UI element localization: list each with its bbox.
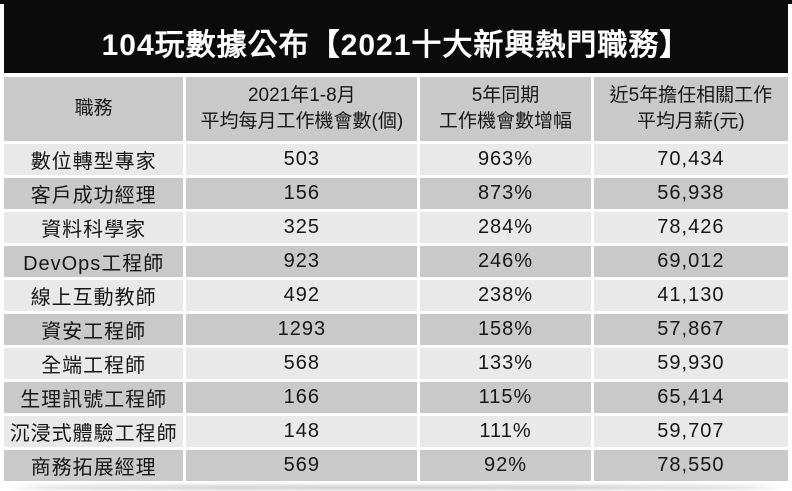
value-cell: 59,930	[593, 348, 788, 379]
column-header: 職務	[4, 77, 184, 141]
bottom-shadow	[12, 486, 780, 489]
value-cell: 111%	[420, 416, 591, 447]
value-cell: 78,550	[593, 450, 788, 481]
title-band: 104玩數據公布【2021十大新興熱門職務】	[4, 4, 788, 73]
value-cell: 158%	[420, 314, 591, 345]
page-title: 104玩數據公布【2021十大新興熱門職務】	[101, 28, 691, 62]
job-title-cell: 商務拓展經理	[4, 450, 184, 481]
job-title-cell: 線上互動教師	[4, 280, 184, 311]
value-cell: 56,938	[593, 178, 788, 209]
value-cell: 873%	[420, 178, 591, 209]
value-cell: 923	[186, 246, 418, 277]
value-cell: 963%	[420, 144, 591, 175]
value-cell: 246%	[420, 246, 591, 277]
value-cell: 115%	[420, 382, 591, 413]
job-title-cell: 沉浸式體驗工程師	[4, 416, 184, 447]
value-cell: 65,414	[593, 382, 788, 413]
value-cell: 568	[186, 348, 418, 379]
value-cell: 492	[186, 280, 418, 311]
value-cell: 503	[186, 144, 418, 175]
value-cell: 1293	[186, 314, 418, 345]
value-cell: 92%	[420, 450, 591, 481]
value-cell: 41,130	[593, 280, 788, 311]
value-cell: 284%	[420, 212, 591, 243]
value-cell: 78,426	[593, 212, 788, 243]
value-cell: 57,867	[593, 314, 788, 345]
top-edge-strip	[0, 0, 792, 4]
value-cell: 59,707	[593, 416, 788, 447]
column-header: 2021年1-8月 平均每月工作機會數(個)	[186, 77, 418, 141]
jobs-table: 職務 2021年1-8月 平均每月工作機會數(個) 5年同期 工作機會數增幅 近5年擔…	[4, 77, 788, 481]
job-title-cell: 資安工程師	[4, 314, 184, 345]
value-cell: 133%	[420, 348, 591, 379]
column-header: 近5年擔任相關工作 平均月薪(元)	[593, 77, 788, 141]
job-title-cell: 生理訊號工程師	[4, 382, 184, 413]
value-cell: 69,012	[593, 246, 788, 277]
job-title-cell: 資料科學家	[4, 212, 184, 243]
job-title-cell: 全端工程師	[4, 348, 184, 379]
job-title-cell: 客戶成功經理	[4, 178, 184, 209]
job-title-cell: 數位轉型專家	[4, 144, 184, 175]
value-cell: 148	[186, 416, 418, 447]
job-title-cell: DevOps工程師	[4, 246, 184, 277]
value-cell: 166	[186, 382, 418, 413]
value-cell: 325	[186, 212, 418, 243]
value-cell: 569	[186, 450, 418, 481]
value-cell: 238%	[420, 280, 591, 311]
value-cell: 70,434	[593, 144, 788, 175]
value-cell: 156	[186, 178, 418, 209]
column-header: 5年同期 工作機會數增幅	[420, 77, 591, 141]
